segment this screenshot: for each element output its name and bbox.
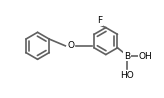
Text: OH: OH: [139, 52, 152, 61]
Text: O: O: [67, 41, 74, 50]
Text: HO: HO: [120, 71, 134, 80]
Text: F: F: [97, 16, 102, 25]
Text: B: B: [124, 52, 130, 61]
